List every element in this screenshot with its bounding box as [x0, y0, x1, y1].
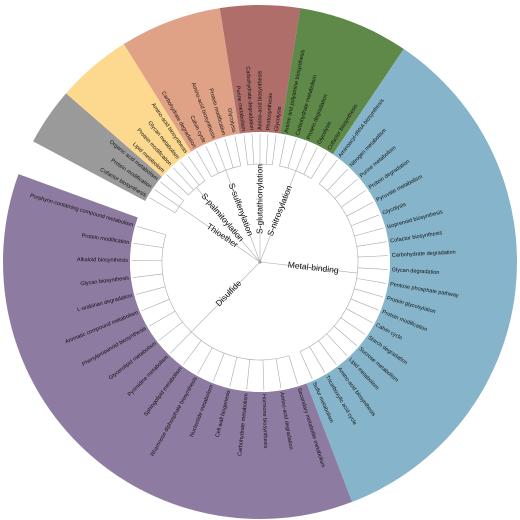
tree-leaf-branch: [246, 359, 251, 390]
tree-leaf-branch: [333, 325, 357, 346]
tree-branch: [225, 170, 240, 206]
tree-leaf-branch: [166, 174, 189, 196]
leaf-label: Glycan degradation: [392, 267, 440, 276]
tree-leaf-branch: [214, 142, 226, 171]
tree-leaf-branch: [299, 351, 313, 379]
tree-leaf-branch: [187, 155, 206, 182]
tree-leaf-branch: [309, 346, 325, 373]
tree-leaf-branch: [356, 278, 387, 284]
tree-leaf-branch: [287, 139, 297, 169]
tree-leaf-branch: [149, 197, 176, 214]
tree-branch: [238, 205, 261, 263]
tree-branch: [179, 206, 211, 229]
tree-leaf-branch: [180, 161, 200, 186]
tree-leaf-branch: [136, 226, 166, 236]
tree-leaf-branch: [213, 353, 225, 382]
tree-leaf-branch: [158, 321, 183, 341]
tree-branch: [281, 170, 297, 207]
tree-leaf-branch: [354, 288, 384, 298]
tree-leaf-branch: [133, 242, 164, 248]
tree-leaf-branch: [350, 214, 380, 227]
tree-arc: [247, 163, 273, 166]
sector: [66, 44, 192, 177]
tree-leaf-branch: [271, 134, 277, 165]
leaf-label: Carbohydrate degradation: [392, 250, 456, 259]
tree-leaf-branch: [224, 138, 234, 168]
sector: [2, 174, 353, 519]
group-label: S-glutathionylation: [254, 164, 264, 234]
tree-leaf-branch: [326, 333, 348, 357]
tree-leaf-branch: [141, 299, 170, 312]
sector: [123, 8, 240, 152]
tree-leaf-branch: [327, 168, 349, 191]
leaf-label: Hormone biosynthesis: [261, 394, 269, 449]
tree-leaf-branch: [136, 286, 166, 295]
tree-branch: [191, 304, 219, 333]
leaf-label: Amino-acid biosynthesis: [257, 70, 263, 130]
tree-branch: [319, 268, 358, 274]
tree-leaf-branch: [310, 152, 328, 179]
tree-leaf-branch: [160, 181, 184, 201]
tree-leaf-branch: [183, 340, 202, 365]
tree-leaf-branch: [132, 273, 163, 278]
tree-leaf-branch: [262, 359, 265, 390]
tree-leaf-branch: [295, 142, 308, 171]
sector: [280, 8, 404, 155]
tree-leaf-branch: [346, 201, 374, 217]
tree-leaf-branch: [346, 308, 373, 324]
tree-leaf-branch: [234, 136, 242, 166]
tree-leaf-branch: [354, 227, 384, 237]
tree-leaf-branch: [197, 347, 213, 375]
leaf-label: Photosynthesis: [266, 93, 274, 131]
tree-leaf-branch: [196, 150, 212, 178]
tree-leaf-branch: [334, 178, 358, 199]
tree-arc: [299, 183, 359, 352]
tree-leaf-branch: [149, 310, 176, 327]
tree-leaf-branch: [243, 134, 249, 165]
leaf-label: Carbohydrate degradation: [244, 66, 254, 130]
tree-branch: [259, 261, 320, 270]
tree-leaf-branch: [350, 298, 379, 311]
sector: [33, 93, 162, 201]
tree-leaf-branch: [154, 189, 180, 207]
tree-leaf-branch: [251, 134, 255, 165]
tree-leaf-branch: [173, 167, 194, 191]
tree-branch: [217, 261, 261, 306]
tree-leaf-branch: [205, 145, 219, 174]
tree-leaf-branch: [340, 189, 367, 208]
tree-leaf-branch: [275, 358, 282, 389]
tree-branch: [196, 187, 222, 217]
tree-leaf-branch: [170, 331, 192, 354]
tree-branch: [210, 227, 261, 263]
tree-branch: [220, 216, 261, 263]
tree-arc: [279, 165, 312, 179]
tree-leaf-branch: [288, 355, 299, 385]
tree-leaf-branch: [356, 241, 387, 247]
sector: [306, 48, 517, 502]
leaf-label: Alkaloid biosynthesis: [77, 257, 128, 264]
tree-leaf-branch: [303, 147, 318, 175]
tree-leaf-branch: [279, 136, 286, 167]
sector: [219, 5, 301, 134]
leaf-label: Glycolysis: [226, 108, 237, 134]
tree-leaf-branch: [229, 357, 238, 387]
tree-leaf-branch: [265, 134, 269, 165]
tree-leaf-branch: [340, 317, 366, 335]
tree-branch: [259, 206, 283, 263]
leaf-label: Glycan biosynthesis: [80, 275, 130, 287]
tree-leaf-branch: [318, 340, 337, 365]
tree-leaf-branch: [318, 159, 338, 185]
leaf-label: Purine metabolism: [234, 86, 246, 132]
tree-arc: [161, 234, 289, 361]
tree-leaf-branch: [357, 255, 388, 258]
tree-leaf-branch: [357, 267, 388, 270]
leaf-label: Glycolysis: [274, 106, 283, 132]
